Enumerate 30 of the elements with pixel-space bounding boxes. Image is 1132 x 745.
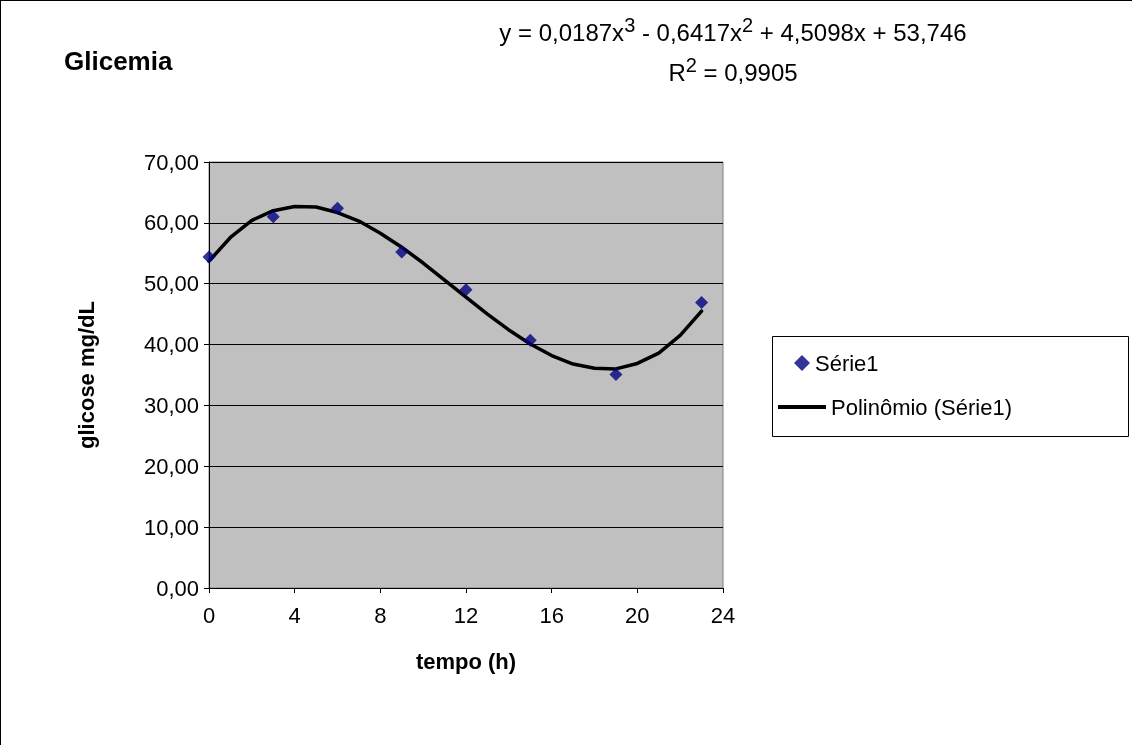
y-tick-label: 20,00 [143,453,199,479]
text: y = 0,0187x$^{3}$ - 0,6417x$^{2}$ + 4,5098x + 53,746 [498,13,968,48]
point [202,250,216,264]
point [395,245,409,259]
y-tick-label: 60,00 [143,210,199,236]
point [459,283,473,297]
point [266,210,280,224]
x-tick-label: 20 [625,602,650,628]
y-tick-label: 40,00 [143,332,199,358]
x-axis-title: tempo (h) [415,648,517,674]
x-tick-label: 8 [374,602,387,628]
x-tick-label: 24 [710,602,736,628]
text: R$^{2}$ = 0,9905 [667,53,799,88]
point [695,296,709,310]
legend-label: Polinômio (Série1) [831,394,1012,420]
y-tick-label: 10,00 [143,514,199,540]
y-tick-label: 50,00 [143,271,199,297]
y-axis-title: glicose mg/dL [73,301,99,449]
x-tick-label: 12 [453,602,479,628]
point [331,201,344,215]
point [523,333,537,347]
legend-label: Série1 [815,350,879,376]
point [609,367,623,381]
y-tick-label: 70,00 [143,149,199,175]
y-tick-label: 0,00 [156,575,199,601]
x-tick-label: 0 [202,602,216,628]
y-tick-label: 30,00 [143,392,199,418]
x-tick-label: 4 [288,602,301,628]
x-tick-label: 16 [539,602,564,628]
chart-title: Glicemia [64,46,173,76]
